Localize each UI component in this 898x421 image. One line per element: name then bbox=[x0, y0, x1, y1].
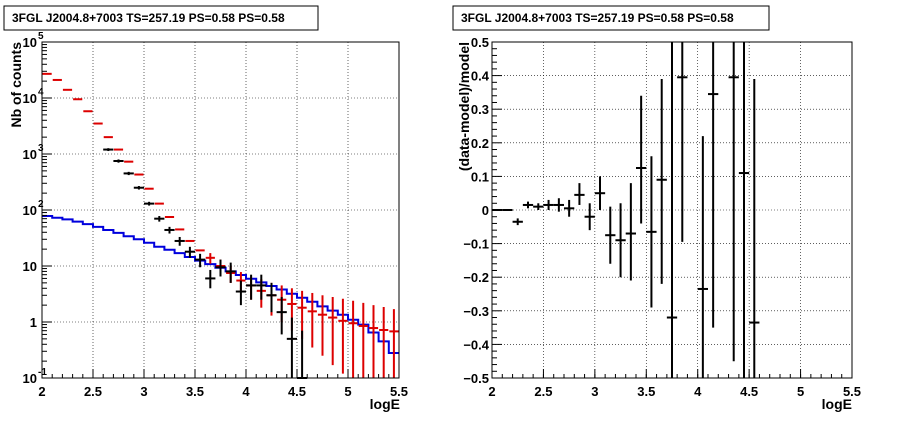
spectrum-series bbox=[42, 72, 399, 379]
residual-y-tick-label: −0.4 bbox=[463, 337, 489, 352]
spectrum-y-tick-exponent: 2 bbox=[38, 199, 44, 210]
residual-y-tick-label: 0.4 bbox=[471, 69, 490, 84]
spectrum-y-tick-exponent: -1 bbox=[38, 367, 47, 378]
residual-x-tick-label: 4 bbox=[694, 384, 702, 399]
spectrum-y-tick-label: 10 bbox=[23, 91, 37, 106]
spectrum-x-tick-label: 2.5 bbox=[84, 384, 102, 399]
spectrum-y-tick-label: 10 bbox=[23, 203, 37, 218]
spectrum-y-tick-label: 1 bbox=[30, 315, 37, 330]
residual-x-tick-label: 5.5 bbox=[843, 384, 861, 399]
residual-y-tick-label: 0.5 bbox=[471, 35, 489, 50]
residual-panel: 2 2.5 3 3.5 4 4.5 5 5.5 −0.5 −0.4 −0.3 −0.2 −0.1 0 0.1… bbox=[452, 5, 861, 412]
spectrum-x-tick-label: 2 bbox=[38, 384, 45, 399]
spectrum-x-tick-label: 5 bbox=[344, 384, 351, 399]
spectrum-y-tick-label: 10 bbox=[23, 371, 37, 386]
spectrum-x-tick-label: 3.5 bbox=[186, 384, 204, 399]
residual-y-tick-label: 0 bbox=[482, 203, 489, 218]
spectrum-x-tick-label: 4 bbox=[242, 384, 250, 399]
residual-y-tick-label: 0.1 bbox=[471, 169, 489, 184]
residual-x-tick-label: 2.5 bbox=[534, 384, 552, 399]
residual-ticks: 2 2.5 3 3.5 4 4.5 5 5.5 −0.5 −0.4 −0.3 −0.2 −0.1 0 0.1… bbox=[463, 35, 861, 399]
residual-x-tick-label: 2 bbox=[488, 384, 495, 399]
residual-y-tick-label: −0.5 bbox=[463, 371, 489, 386]
spectrum-x-tick-label: 5.5 bbox=[390, 384, 408, 399]
spectrum-grid bbox=[42, 42, 399, 378]
residual-y-tick-label: 0.2 bbox=[471, 136, 489, 151]
component-model-line bbox=[42, 215, 399, 354]
spectrum-x-tick-label: 3 bbox=[140, 384, 147, 399]
residual-y-axis-title: (data-model)/model bbox=[456, 42, 472, 171]
spectrum-y-tick-exponent: 4 bbox=[38, 87, 44, 98]
residual-y-tick-label: −0.1 bbox=[463, 237, 489, 252]
residual-x-tick-label: 4.5 bbox=[740, 384, 758, 399]
residual-x-tick-label: 3.5 bbox=[637, 384, 655, 399]
residual-title-box: 3FGL J2004.8+7003 TS=257.19 PS=0.58 PS=0… bbox=[452, 5, 770, 31]
spectrum-x-axis-title: logE bbox=[370, 396, 400, 412]
residual-title: 3FGL J2004.8+7003 TS=257.19 PS=0.58 PS=0… bbox=[461, 11, 734, 25]
residual-y-tick-label: −0.2 bbox=[463, 270, 489, 285]
spectrum-y-tick-exponent: 5 bbox=[38, 31, 44, 42]
spectrum-x-tick-label: 4.5 bbox=[288, 384, 306, 399]
spectrum-title: 3FGL J2004.8+7003 TS=257.19 PS=0.58 PS=0… bbox=[12, 11, 285, 25]
residual-x-tick-label: 5 bbox=[797, 384, 804, 399]
spectrum-y-tick-exponent: 3 bbox=[38, 143, 44, 154]
spectrum-y-tick-label: 10 bbox=[23, 147, 37, 162]
spectrum-y-axis-title: Nb of counts bbox=[8, 42, 24, 128]
spectrum-y-tick-label: 10 bbox=[23, 259, 37, 274]
residual-series bbox=[492, 42, 760, 378]
residual-x-tick-label: 3 bbox=[591, 384, 598, 399]
spectrum-title-box: 3FGL J2004.8+7003 TS=257.19 PS=0.58 PS=0… bbox=[3, 5, 319, 31]
residual-y-tick-label: −0.3 bbox=[463, 304, 489, 319]
residual-y-tick-label: 0.3 bbox=[471, 102, 489, 117]
spectrum-y-tick-label: 10 bbox=[23, 35, 37, 50]
residual-x-axis-title: logE bbox=[822, 396, 852, 412]
